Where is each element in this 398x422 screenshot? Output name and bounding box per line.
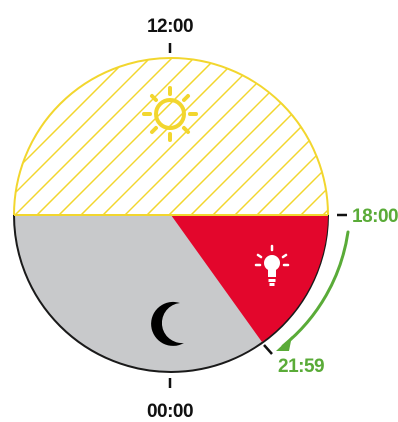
sun-icon [142, 86, 198, 142]
hatch-line [43, 58, 275, 215]
hatch-line [21, 58, 253, 215]
hatch-line [219, 58, 328, 215]
hatch-line [263, 58, 328, 215]
hatch-line [109, 58, 328, 215]
hatch-line [14, 58, 187, 215]
label-midnight: 00:00 [147, 401, 193, 422]
hatch-line [0, 0, 10, 230]
hatch-line [153, 58, 328, 215]
label-late: 21:59 [278, 356, 324, 377]
lit-evening-segment [171, 215, 328, 342]
light-bulb-icon [254, 244, 290, 286]
hatch-line [285, 58, 328, 215]
hatch-line [131, 58, 328, 215]
hatch-line [330, 0, 398, 230]
hatch-line [65, 58, 297, 215]
day-half-segment [0, 0, 398, 230]
label-evening: 18:00 [352, 206, 398, 227]
hatch-line [241, 58, 328, 215]
label-noon: 12:00 [147, 16, 193, 37]
hatch-line [374, 0, 398, 230]
hatch-line [87, 58, 319, 215]
curved-arrow-icon [276, 230, 350, 351]
moon-icon [151, 301, 184, 346]
hatch-line [352, 0, 398, 230]
tick-2159 [263, 344, 273, 355]
hatch-line [14, 58, 231, 215]
